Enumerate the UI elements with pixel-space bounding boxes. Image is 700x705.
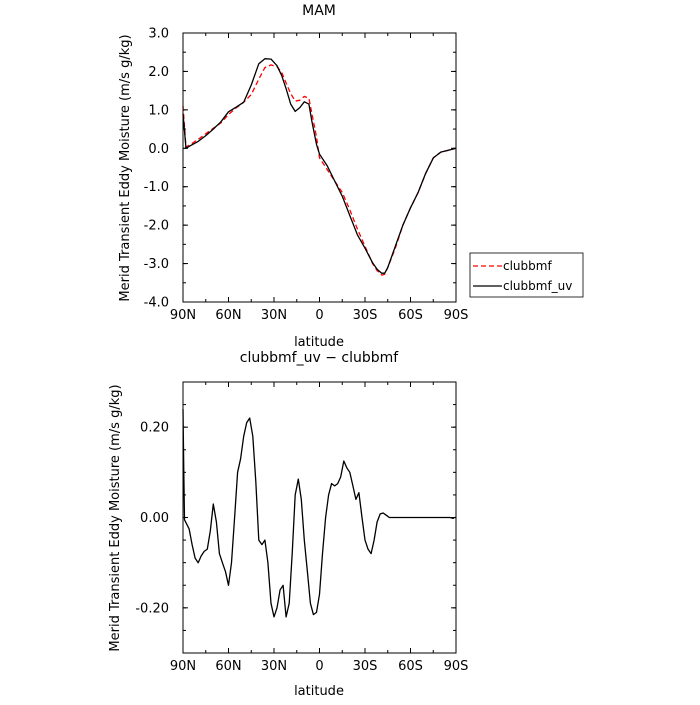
top-series-line-clubbmf [182, 64, 457, 276]
bottom-y-tick-label: 0.00 [140, 511, 169, 526]
top-y-tick-label: -3.0 [144, 257, 169, 272]
bottom-x-tick-label: 0 [315, 659, 323, 674]
top-y-tick-label: 2.0 [148, 65, 169, 80]
bottom-x-tick-label: 60S [398, 659, 423, 674]
bottom-x-tick-label: 30S [353, 659, 378, 674]
legend-label-clubbmf: clubbmf [503, 259, 552, 273]
top-y-axis-label: Merid Transient Eddy Moisture (m/s g/kg) [118, 34, 133, 301]
top-x-axis-label: latitude [294, 335, 344, 350]
bottom-chart-title: clubbmf_uv − clubbmf [240, 350, 399, 366]
legend: clubbmf clubbmf_uv [469, 252, 584, 298]
top-x-tick-label: 90N [170, 308, 196, 323]
top-y-tick-label: -2.0 [144, 219, 169, 234]
top-x-tick-label: 0 [315, 308, 323, 323]
top-y-tick-label: -4.0 [144, 296, 169, 311]
top-x-tick-label: 30N [261, 308, 287, 323]
top-series-lines [182, 58, 457, 276]
bottom-x-tick-label: 30N [261, 659, 287, 674]
bottom-panel: clubbmf_uv − clubbmf Merid Transient Edd… [108, 350, 468, 699]
top-y-tick-label: -1.0 [144, 180, 169, 195]
top-chart-title: MAM [302, 3, 336, 19]
bottom-series-lines [182, 409, 456, 618]
top-x-tick-label: 60S [398, 308, 423, 323]
top-x-tick-label: 90S [444, 308, 469, 323]
bottom-x-tick-label: 60N [215, 659, 241, 674]
legend-label-clubbmf-uv: clubbmf_uv [503, 279, 572, 293]
top-plot-frame [182, 32, 457, 303]
top-y-tick-label: 1.0 [148, 103, 169, 118]
legend-box [469, 252, 584, 298]
top-series-line-clubbmf-uv [182, 58, 457, 274]
top-panel: MAM Merid Transient Eddy Moisture (m/s g… [118, 3, 468, 350]
top-y-tick-label: 3.0 [148, 27, 169, 42]
bottom-axis-ticks: 90N 60N 30N 0 30S 60S 90S 0.20 0.00 -0.20 [135, 381, 469, 674]
bottom-x-tick-label: 90N [170, 659, 196, 674]
bottom-y-tick-label: -0.20 [135, 601, 169, 616]
top-axis-ticks: 90N 60N 30N 0 30S 60S 90S 3.0 2.0 1.0 0.0 -1.0 -2.0 -… [144, 27, 469, 324]
bottom-y-axis-label: Merid Transient Eddy Moisture (m/s g/kg) [108, 384, 123, 651]
bottom-x-axis-label: latitude [294, 684, 344, 699]
bottom-plot-frame [182, 381, 457, 654]
bottom-series-line-difference [182, 409, 456, 618]
bottom-x-tick-label: 90S [444, 659, 469, 674]
top-y-tick-label: 0.0 [148, 142, 169, 157]
top-x-tick-label: 30S [353, 308, 378, 323]
top-x-tick-label: 60N [215, 308, 241, 323]
bottom-y-tick-label: 0.20 [140, 421, 169, 436]
